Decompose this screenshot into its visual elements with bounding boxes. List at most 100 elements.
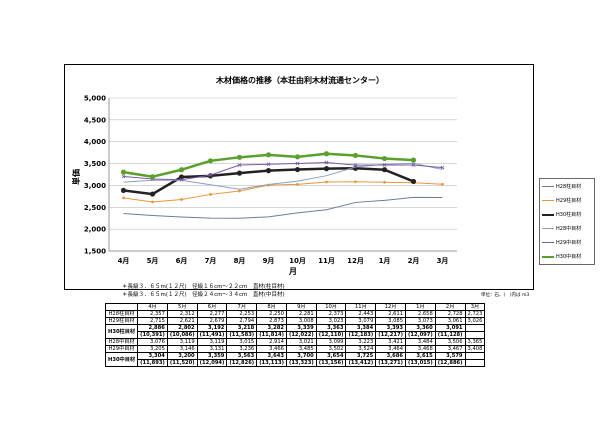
data-point: [121, 174, 126, 179]
table-cell: 3,021: [285, 338, 317, 346]
table-cell: 3,466: [256, 345, 287, 353]
table-cell: (12,217): [375, 331, 407, 339]
data-point: [209, 193, 212, 196]
row-label: H29中目材: [104, 345, 139, 353]
data-point: [440, 165, 445, 170]
table-cell: 3,408: [464, 345, 486, 353]
legend-swatch: [542, 242, 554, 243]
table-cell: 3,085: [375, 317, 407, 325]
data-point: [178, 174, 185, 180]
data-point: [353, 163, 358, 168]
table-cell: (12,183): [345, 331, 377, 339]
data-point: [120, 169, 127, 175]
data-point: [296, 183, 299, 186]
table-cell: 3,339: [285, 324, 317, 332]
table-cell: (13,412): [345, 359, 377, 367]
data-point: [208, 173, 213, 177]
y-tick-label: 5,000: [84, 95, 106, 103]
table-cell: (12,097): [405, 331, 436, 339]
data-point: [382, 163, 387, 167]
table-header-cell: 8月: [256, 303, 287, 311]
table-row: H30中目材 3,304 3,200 3,359 3,563 3,643 3,700 3,65…: [104, 352, 486, 367]
notes: ＊長級３．６５m(１２尺) 径級１６cm〜２２cm 直材(柱目材) ＊長級３．６…: [122, 283, 285, 299]
table-header-cell: 3月: [464, 303, 486, 311]
table-cell: 2,873: [256, 317, 287, 325]
table-cell: (13,323): [285, 359, 317, 367]
data-point: [236, 154, 243, 160]
table-cell: 2,443: [345, 310, 377, 318]
data-point: [410, 157, 417, 163]
row-label: H29柱目材: [104, 317, 139, 325]
table-cell: 3,524: [345, 345, 377, 353]
table-cell: 3,146: [166, 345, 198, 353]
table-cell: 2,679: [196, 317, 228, 325]
data-point: [207, 158, 214, 164]
legend-label: H30中目材: [556, 254, 582, 260]
table-cell: 2,253: [226, 310, 258, 318]
x-tick-label: 10月: [289, 257, 306, 265]
chart-frame: 木材価格の推移（本荘由利木材流通センター） 1,500 2,000 2,500 3,0…: [64, 64, 595, 290]
x-tick-label: 2月: [408, 257, 420, 265]
table-cell: 3,200: [166, 352, 198, 360]
data-point: [149, 191, 156, 197]
table-cell: (11,128): [434, 331, 466, 339]
table-cell: 3,384: [345, 324, 377, 332]
data-point: [151, 200, 154, 204]
data-point: [265, 152, 272, 158]
x-tick-label: 11月: [318, 257, 335, 265]
data-point: [295, 161, 300, 166]
table-cell: 2,794: [226, 317, 258, 325]
data-point: [179, 177, 184, 182]
table-cell: 3,061: [434, 317, 466, 325]
data-point: [411, 163, 416, 167]
chart-legend: H28柱目材 H29柱目材 H30柱目材 H28中目材 H29中目材 H30中目材: [539, 178, 595, 265]
table-cell: 2,611: [375, 310, 407, 318]
data-point: [354, 180, 357, 184]
y-tick-label: 1,500: [84, 248, 106, 256]
table-cell: (13,113): [256, 359, 287, 367]
table-cell: 3,359: [196, 352, 228, 360]
table-header-cell: 4月: [137, 303, 168, 311]
y-tick-label: 4,500: [84, 116, 106, 124]
table-header-cell: 6月: [196, 303, 228, 311]
table-cell: 3,023: [315, 317, 347, 325]
x-tick-label: 6月: [176, 257, 188, 265]
data-point: [149, 174, 156, 180]
data-point: [381, 155, 388, 162]
x-tick-label: 5月: [147, 257, 159, 265]
series-line-h28mid: [123, 162, 443, 190]
data-point: [238, 189, 241, 193]
table-cell: 3,131: [196, 345, 228, 353]
table-cell: (11,520): [166, 359, 198, 367]
table-cell: 2,312: [166, 310, 198, 318]
table-header-cell: 11月: [345, 303, 377, 311]
x-tick-label: 9月: [263, 257, 275, 265]
table-header-cell: [104, 303, 139, 311]
table-cell: (12,094): [196, 359, 228, 367]
table-cell: 2,621: [166, 317, 198, 325]
data-point: [294, 154, 301, 160]
legend-swatch: [542, 256, 554, 258]
data-point: [352, 152, 359, 159]
table-cell: 3,700: [285, 352, 317, 360]
table-cell: 3,218: [226, 324, 258, 332]
data-point: [266, 162, 271, 167]
legend-label: H29柱目材: [556, 198, 582, 204]
table-cell: 3,282: [256, 324, 287, 332]
table-cell: 2,277: [196, 310, 228, 318]
x-tick-label: 8月: [234, 257, 246, 265]
data-point: [323, 166, 330, 172]
data-point: [381, 167, 388, 173]
y-tick-label: 4,000: [84, 138, 106, 146]
row-label: H28中目材: [104, 338, 139, 346]
table-cell: (12,886): [434, 359, 466, 367]
table-cell: 2,728: [434, 310, 466, 318]
table-cell: [464, 324, 486, 332]
table-cell: 3,026: [464, 317, 486, 325]
legend-item-h30: H30柱目材: [542, 210, 596, 220]
x-tick-label: 12月: [347, 257, 364, 265]
table-cell: 3,119: [196, 338, 228, 346]
data-point: [294, 166, 301, 173]
data-point: [237, 163, 242, 167]
table-header-cell: 12月: [375, 303, 407, 311]
